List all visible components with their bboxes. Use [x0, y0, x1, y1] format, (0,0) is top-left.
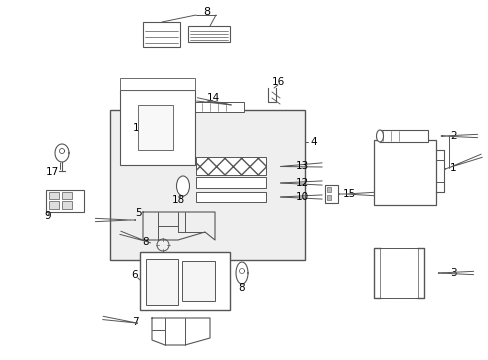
Text: 1: 1: [449, 163, 456, 173]
Bar: [196, 192, 265, 202]
Text: 7: 7: [132, 317, 138, 327]
Text: 8: 8: [238, 283, 244, 293]
Text: 3: 3: [449, 268, 456, 278]
Bar: [196, 157, 265, 175]
Bar: [138, 105, 173, 150]
Bar: [182, 261, 215, 301]
Text: 17: 17: [46, 167, 59, 177]
Bar: [146, 259, 178, 305]
Bar: [120, 90, 195, 165]
Text: 4: 4: [309, 137, 316, 147]
Bar: [62, 192, 72, 199]
Text: 18: 18: [172, 195, 185, 205]
Bar: [62, 201, 72, 209]
Bar: [46, 190, 84, 212]
Text: 5: 5: [135, 208, 142, 218]
Text: 12: 12: [295, 178, 308, 188]
Bar: [373, 140, 435, 205]
Ellipse shape: [376, 130, 383, 142]
Bar: [325, 185, 337, 203]
Bar: [187, 26, 229, 42]
Bar: [192, 102, 244, 112]
Ellipse shape: [176, 176, 189, 196]
Text: 8: 8: [142, 237, 148, 247]
Text: 14: 14: [206, 93, 220, 103]
Bar: [142, 22, 180, 47]
Text: 13: 13: [295, 161, 308, 171]
Bar: [110, 110, 305, 260]
Bar: [326, 187, 330, 192]
Polygon shape: [55, 144, 69, 162]
Polygon shape: [236, 262, 247, 284]
Bar: [49, 192, 59, 199]
Bar: [379, 130, 427, 142]
Bar: [196, 177, 265, 188]
Bar: [140, 252, 229, 310]
Text: 9: 9: [44, 211, 51, 221]
Text: 2: 2: [449, 131, 456, 141]
Text: 10: 10: [295, 192, 308, 202]
Bar: [49, 201, 59, 209]
Text: 11: 11: [133, 123, 146, 133]
Bar: [120, 78, 195, 90]
Bar: [326, 195, 330, 200]
Text: 6: 6: [131, 270, 137, 280]
Text: 8: 8: [203, 7, 210, 17]
Text: 15: 15: [342, 189, 356, 199]
Text: 16: 16: [271, 77, 285, 87]
